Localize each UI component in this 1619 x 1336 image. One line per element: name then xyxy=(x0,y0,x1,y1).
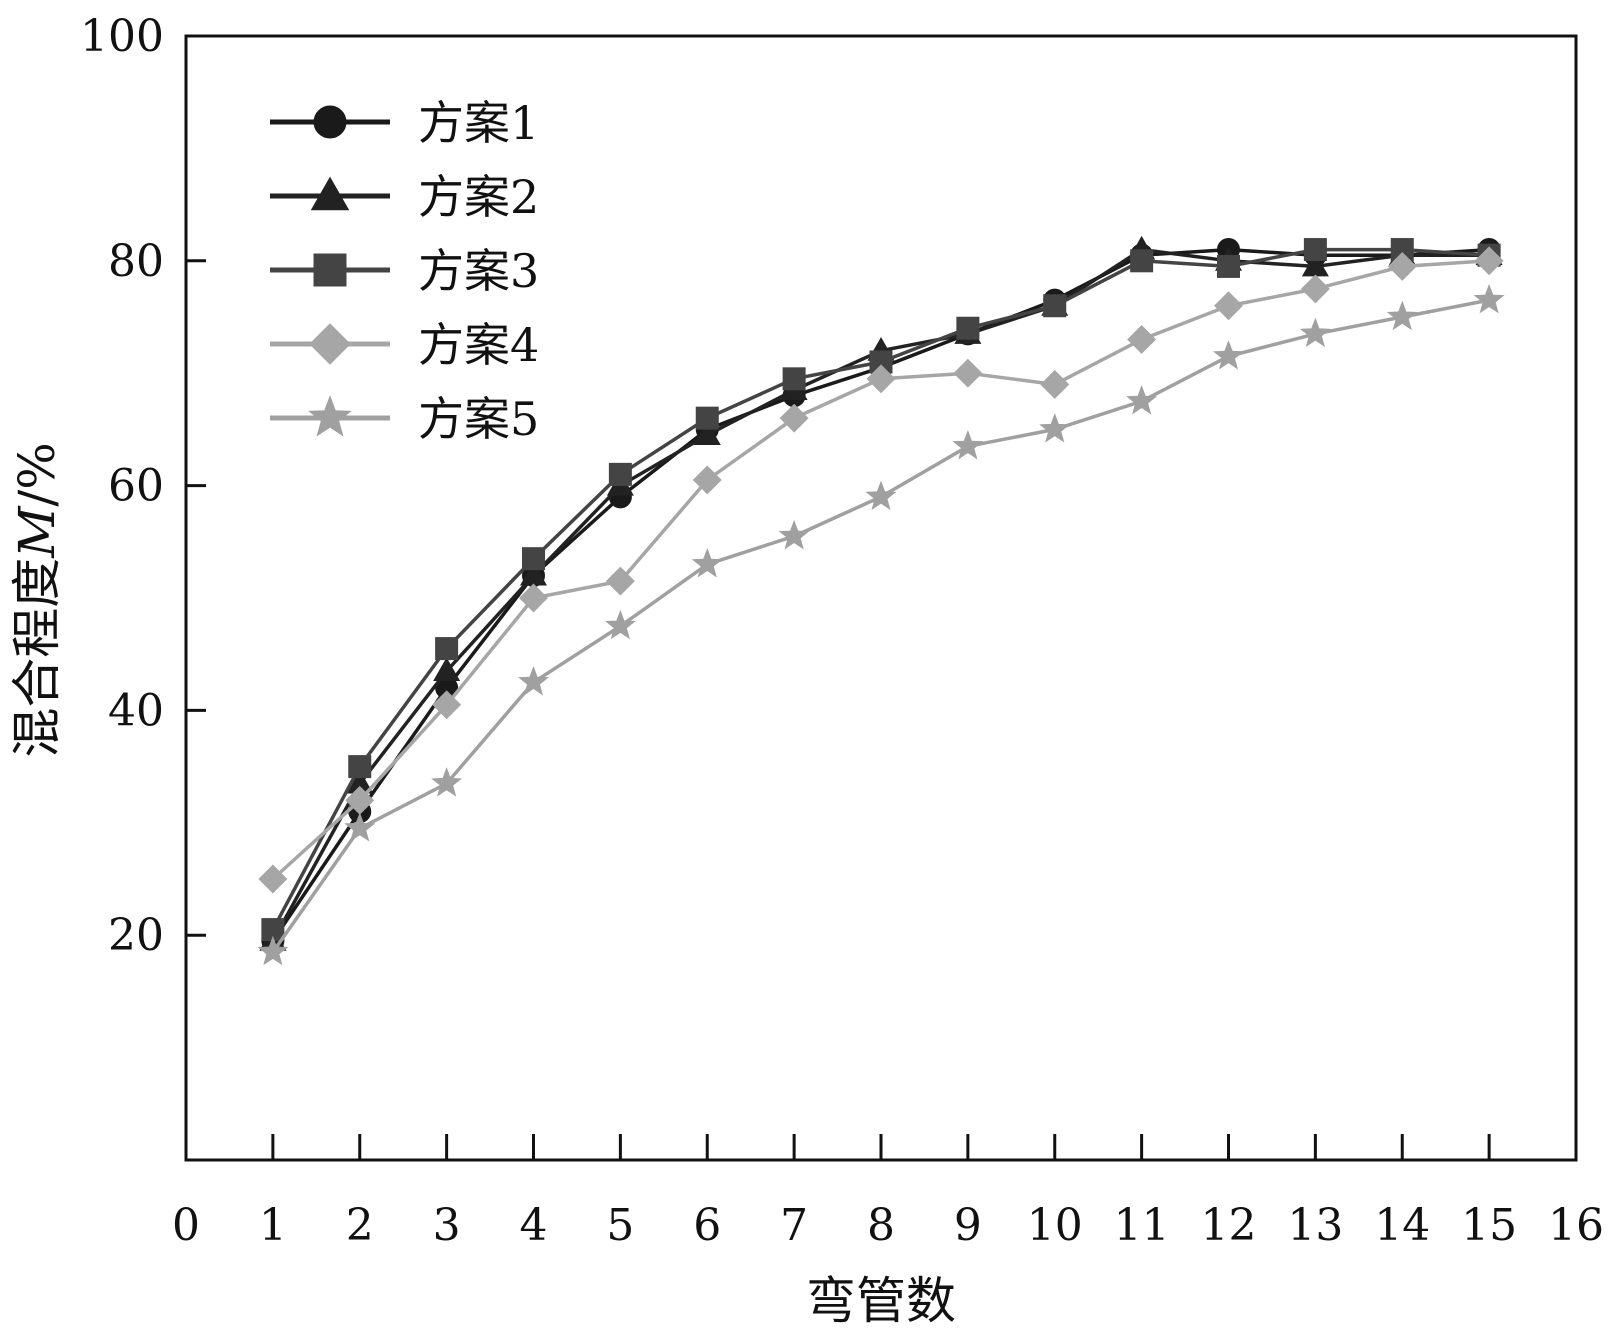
x-tick-label: 3 xyxy=(433,1200,461,1251)
data-point xyxy=(1039,413,1071,443)
x-tick-label: 15 xyxy=(1461,1200,1517,1251)
data-point xyxy=(865,480,897,511)
data-point xyxy=(1040,369,1070,399)
data-point xyxy=(1213,340,1244,370)
legend-marker xyxy=(313,105,347,139)
data-point xyxy=(519,583,548,613)
data-point xyxy=(1126,384,1158,415)
data-point xyxy=(257,935,289,966)
data-point xyxy=(344,812,376,842)
legend-item: 方案3 xyxy=(270,244,539,298)
data-point xyxy=(778,519,810,550)
legend: 方案1 方案2 方案3 方案4 方案5 xyxy=(270,96,539,446)
x-tick-label: 0 xyxy=(172,1200,200,1251)
data-point xyxy=(608,462,632,486)
data-point xyxy=(1217,254,1240,278)
legend-marker xyxy=(309,323,351,365)
data-point xyxy=(605,566,635,596)
data-point xyxy=(518,665,549,696)
data-point xyxy=(1474,246,1504,276)
data-point xyxy=(1387,251,1417,281)
data-point xyxy=(952,429,984,460)
data-point xyxy=(692,465,722,495)
data-point xyxy=(691,547,723,578)
data-point xyxy=(1127,325,1157,354)
data-point xyxy=(1299,317,1331,348)
series-4 xyxy=(258,246,1504,894)
x-tick-label: 8 xyxy=(867,1200,895,1251)
data-point xyxy=(522,547,545,571)
data-point xyxy=(779,403,809,433)
x-tick-label: 16 xyxy=(1548,1200,1604,1251)
data-point xyxy=(956,316,980,340)
x-tick-label: 7 xyxy=(780,1200,808,1251)
x-tick-label: 10 xyxy=(1027,1200,1083,1251)
data-point xyxy=(432,690,462,720)
data-point xyxy=(953,358,983,388)
data-point xyxy=(604,609,636,640)
data-point xyxy=(431,767,463,797)
legend-item: 方案4 xyxy=(270,318,539,372)
x-axis: 0 1 2 3 4 5 6 7 8 9 10 11 12 13 14 15 16 xyxy=(172,1134,1604,1251)
legend-marker xyxy=(310,176,350,211)
legend-label: 方案4 xyxy=(418,318,539,372)
data-point xyxy=(1473,283,1505,314)
y-tick-label: 60 xyxy=(108,461,164,512)
y-axis-title-var: M xyxy=(8,505,66,559)
y-axis-title-main: 混合程度 xyxy=(8,558,66,758)
x-tick-label: 2 xyxy=(346,1200,374,1251)
x-tick-label: 1 xyxy=(259,1200,287,1251)
y-tick-label: 20 xyxy=(108,910,164,961)
data-point xyxy=(258,864,288,894)
data-point xyxy=(1130,249,1154,273)
x-tick-label: 6 xyxy=(693,1200,721,1251)
y-tick-label: 80 xyxy=(108,236,164,287)
series-5 xyxy=(257,283,1505,966)
data-point xyxy=(348,755,372,779)
x-tick-label: 12 xyxy=(1201,1200,1257,1251)
x-tick-label: 14 xyxy=(1374,1200,1430,1251)
x-tick-label: 5 xyxy=(606,1200,634,1251)
y-tick-label: 40 xyxy=(108,685,164,736)
legend-item: 方案1 xyxy=(270,96,539,150)
data-point xyxy=(433,657,461,682)
y-tick-label: 100 xyxy=(80,11,164,62)
data-point xyxy=(695,406,719,430)
data-point xyxy=(866,364,896,394)
series-layer xyxy=(257,235,1505,966)
y-axis-title: 混合程度M/% xyxy=(8,442,66,758)
y-axis: 20 40 60 80 100 xyxy=(80,11,206,961)
plot-frame xyxy=(184,34,1578,1162)
legend-label: 方案5 xyxy=(418,392,539,446)
x-axis-title: 弯管数 xyxy=(806,1272,956,1330)
data-point xyxy=(1303,238,1327,262)
legend-marker xyxy=(313,253,347,287)
data-point xyxy=(1043,294,1067,318)
x-tick-label: 11 xyxy=(1114,1200,1170,1251)
data-point xyxy=(435,637,459,661)
data-point xyxy=(782,367,806,391)
x-tick-label: 9 xyxy=(954,1200,982,1251)
data-point xyxy=(693,421,721,446)
x-tick-label: 13 xyxy=(1287,1200,1343,1251)
data-point xyxy=(1386,300,1418,331)
legend-item: 方案5 xyxy=(270,392,539,446)
legend-marker xyxy=(308,394,352,437)
legend-item: 方案2 xyxy=(270,170,539,224)
data-point xyxy=(1300,274,1330,304)
legend-label: 方案2 xyxy=(418,170,539,224)
x-tick-label: 4 xyxy=(520,1200,548,1251)
series-3 xyxy=(261,238,1501,942)
data-point xyxy=(1214,291,1243,321)
legend-label: 方案1 xyxy=(418,96,539,150)
y-axis-title-unit: /% xyxy=(8,442,66,506)
legend-label: 方案3 xyxy=(418,244,539,298)
